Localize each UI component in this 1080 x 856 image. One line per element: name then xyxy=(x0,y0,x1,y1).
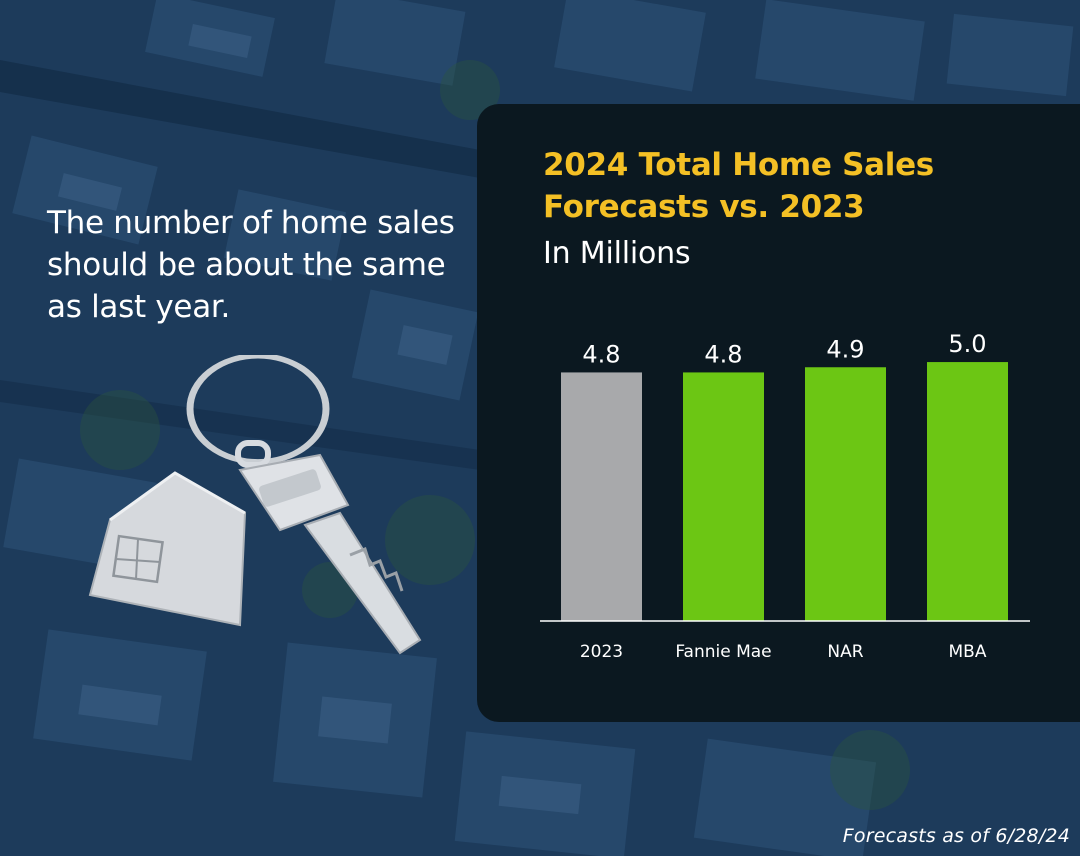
data-label: 5.0 xyxy=(948,330,986,358)
category-label: Fannie Mae xyxy=(675,642,771,662)
chart-panel: 2024 Total Home Sales Forecasts vs. 2023… xyxy=(477,104,1080,722)
category-label: 2023 xyxy=(580,642,623,662)
house-key-illustration xyxy=(88,355,422,655)
bar-fannie-mae xyxy=(683,372,764,621)
footnote: Forecasts as of 6/28/24 xyxy=(842,825,1070,847)
bar-mba xyxy=(927,362,1008,621)
tagline: The number of home sales should be about… xyxy=(47,205,455,325)
chart-title-line-1: 2024 Total Home Sales xyxy=(543,147,934,183)
data-label: 4.9 xyxy=(826,335,864,363)
category-label: MBA xyxy=(949,642,987,662)
bar-chart: 4.8 2023 4.8 Fannie Mae 4.9 NAR 5.0 MBA xyxy=(540,330,1030,662)
bar-group: 4.8 2023 4.8 Fannie Mae 4.9 NAR 5.0 MBA xyxy=(561,330,1008,662)
category-label: NAR xyxy=(827,642,863,662)
chart-title-line-2: Forecasts vs. 2023 xyxy=(543,189,865,225)
data-label: 4.8 xyxy=(582,340,620,368)
data-label: 4.8 xyxy=(704,340,742,368)
bar-2023 xyxy=(561,372,642,621)
bar-nar xyxy=(805,367,886,621)
chart-subtitle: In Millions xyxy=(543,236,691,271)
chart-title: 2024 Total Home Sales Forecasts vs. 2023 xyxy=(543,144,1063,228)
